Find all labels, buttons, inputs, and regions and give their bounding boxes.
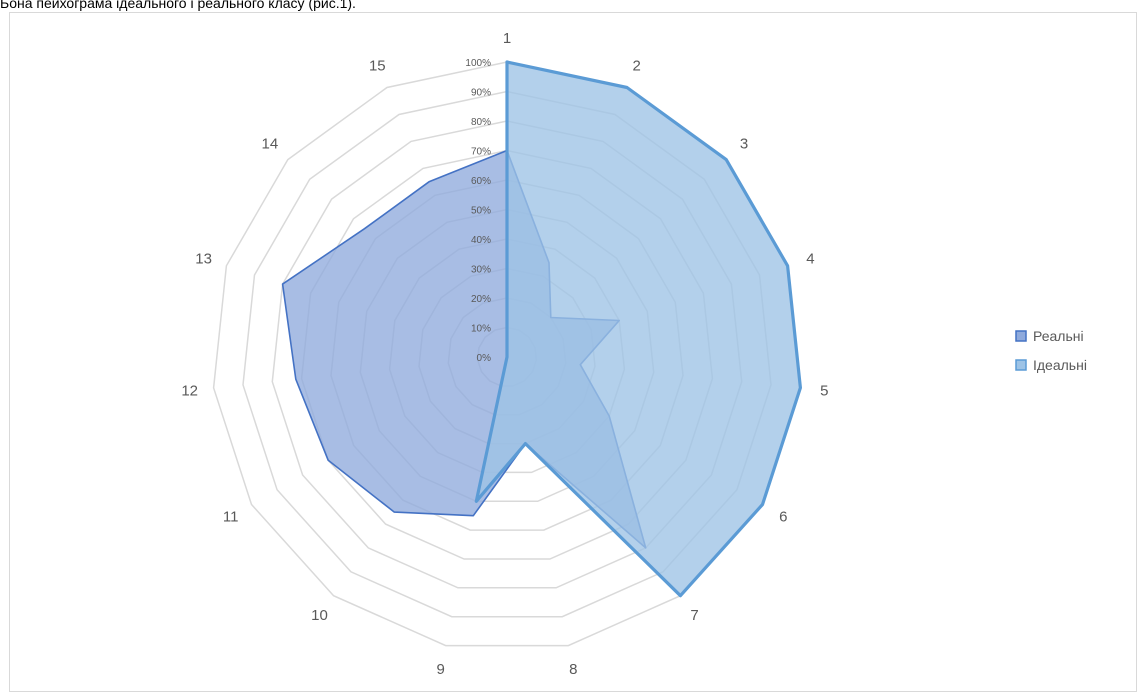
tick-label: 70% — [471, 147, 491, 158]
tick-label: 50% — [471, 206, 491, 217]
series-area-2 — [474, 60, 803, 598]
legend: Реальні Ідеальні — [1015, 328, 1087, 373]
chart-caption: Бона пейхограма ідеального і реального к… — [0, 0, 356, 11]
tick-label: 90% — [471, 88, 491, 99]
legend-swatch — [1015, 330, 1027, 342]
category-label: 3 — [740, 136, 748, 153]
category-label: 11 — [223, 509, 239, 526]
category-label: 9 — [437, 661, 445, 678]
category-label: 1 — [503, 30, 511, 47]
category-label: 6 — [779, 509, 787, 526]
tick-label: 20% — [471, 294, 491, 305]
tick-label: 100% — [465, 58, 491, 69]
category-label: 4 — [806, 250, 814, 267]
category-label: 12 — [181, 382, 198, 399]
tick-layer: 0% 10% 20% 30% 40% 50% 60% 70% 80% 90% 100% — [465, 58, 491, 364]
category-label: 8 — [569, 661, 577, 678]
tick-label: 60% — [471, 176, 491, 187]
category-label: 10 — [311, 607, 328, 624]
category-label: 5 — [820, 382, 828, 399]
legend-swatch — [1015, 359, 1027, 371]
tick-label: 30% — [471, 265, 491, 276]
tick-label: 10% — [471, 324, 491, 335]
category-label: 7 — [690, 607, 698, 624]
category-label: 2 — [633, 58, 641, 75]
series-layer — [281, 60, 803, 598]
tick-label: 40% — [471, 235, 491, 246]
category-label: 14 — [262, 136, 279, 153]
legend-label: Реальні — [1033, 328, 1084, 344]
legend-label: Ідеальні — [1033, 357, 1087, 373]
tick-label: 80% — [471, 117, 491, 128]
category-label: 13 — [195, 250, 212, 267]
tick-label: 0% — [477, 353, 492, 364]
category-label: 15 — [369, 58, 386, 75]
